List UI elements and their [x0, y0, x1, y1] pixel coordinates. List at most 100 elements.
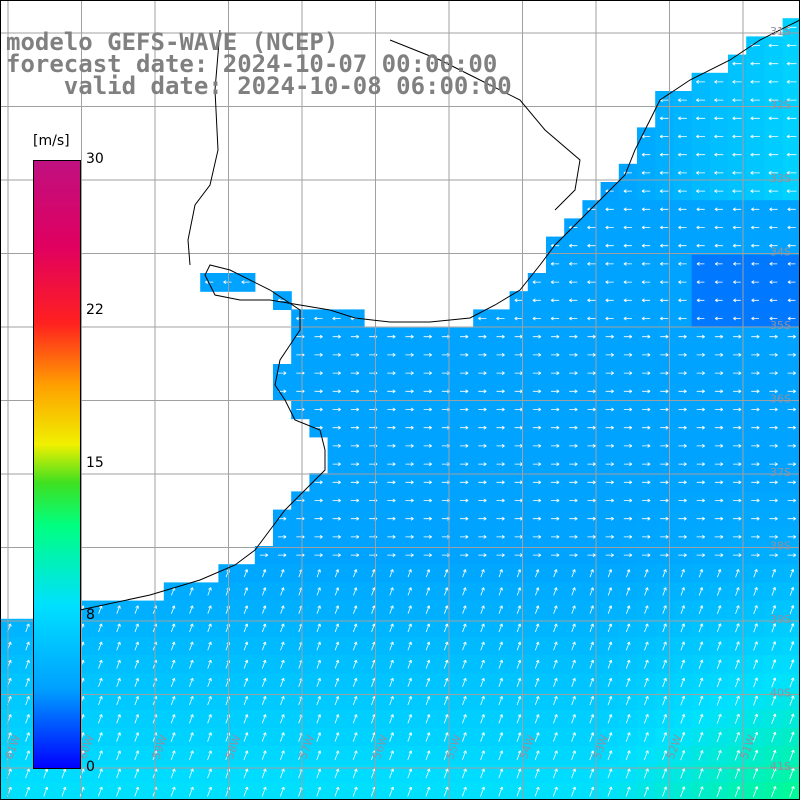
wind-arrow	[423, 334, 432, 339]
wind-arrow	[389, 750, 394, 760]
wind-arrow	[677, 98, 687, 102]
wind-arrow	[262, 569, 267, 578]
wind-arrow	[642, 425, 651, 430]
wind-arrow	[243, 623, 249, 633]
wind-arrow	[768, 116, 779, 121]
wind-arrow	[753, 695, 759, 706]
wind-arrow	[407, 750, 413, 760]
wind-arrow	[698, 713, 704, 724]
wind-arrow	[516, 605, 522, 614]
wind-arrow	[587, 498, 596, 503]
wind-arrow	[443, 641, 449, 651]
wind-arrow	[587, 298, 596, 303]
wind-arrow	[680, 659, 686, 669]
wind-arrow	[25, 732, 30, 742]
wind-arrow	[769, 298, 778, 303]
wind-arrow	[553, 569, 558, 578]
wind-arrow	[660, 462, 669, 466]
wind-arrow	[25, 696, 30, 706]
colorbar-tick-22: 22	[86, 302, 104, 318]
wind-arrow	[207, 587, 212, 596]
wind-arrow	[189, 714, 194, 724]
wind-arrow	[589, 732, 595, 742]
wind-arrow	[478, 353, 487, 357]
wind-arrow	[769, 316, 778, 321]
wind-arrow	[569, 280, 578, 284]
wind-arrow	[116, 714, 121, 724]
wind-arrow	[623, 262, 632, 266]
wind-arrow	[678, 207, 687, 212]
wind-arrow	[750, 152, 760, 157]
wind-arrow	[696, 498, 705, 503]
wind-arrow	[623, 280, 632, 284]
wind-arrow	[625, 605, 631, 614]
colorbar-tick-15: 15	[86, 455, 104, 471]
wind-arrow	[769, 225, 778, 230]
title-forecast-date: forecast date: 2024-10-07 00:00:00	[6, 50, 498, 78]
wind-arrow	[532, 462, 542, 466]
wind-arrow	[460, 462, 469, 466]
wind-arrow	[662, 659, 667, 669]
wind-arrow	[389, 587, 394, 596]
wind-arrow	[696, 207, 705, 212]
wind-arrow	[98, 677, 103, 687]
wind-arrow	[405, 553, 414, 557]
wind-arrow	[425, 696, 431, 706]
wind-arrow	[678, 353, 687, 357]
wind-arrow	[478, 389, 487, 394]
wind-arrow	[188, 786, 194, 797]
wind-arrow	[478, 425, 487, 430]
wind-arrow	[605, 535, 614, 539]
wind-arrow	[678, 225, 687, 230]
wind-arrow	[61, 768, 67, 779]
wind-arrow	[643, 768, 649, 779]
wind-arrow	[678, 389, 687, 394]
wind-arrow	[714, 225, 723, 230]
wind-arrow	[207, 659, 212, 669]
wind-arrow	[589, 659, 595, 669]
wind-arrow	[605, 553, 614, 557]
wind-arrow	[243, 569, 249, 578]
wind-arrow	[551, 425, 560, 430]
wind-arrow	[532, 298, 541, 303]
wind-arrow	[589, 786, 595, 797]
wind-arrow	[496, 553, 505, 557]
wind-arrow	[534, 696, 540, 706]
wind-arrow	[461, 768, 467, 779]
wind-arrow	[642, 334, 651, 339]
wind-arrow	[423, 353, 432, 357]
wind-arrow	[387, 371, 396, 375]
wind-arrow	[280, 641, 285, 651]
wind-arrow	[607, 768, 613, 779]
wind-arrow	[698, 569, 704, 578]
wind-arrow	[659, 171, 669, 175]
wind-arrow	[625, 786, 631, 797]
wind-arrow	[332, 516, 341, 521]
wind-arrow	[352, 623, 358, 633]
wind-arrow	[98, 696, 103, 706]
wind-arrow	[659, 116, 669, 121]
wind-arrow	[332, 353, 341, 357]
wind-arrow	[789, 605, 795, 615]
wind-arrow	[551, 498, 560, 503]
wind-arrow	[607, 641, 613, 651]
wind-arrow	[316, 714, 322, 724]
wind-arrow	[97, 768, 103, 779]
wind-arrow	[677, 152, 687, 157]
wind-arrow	[223, 280, 232, 284]
wind-arrow	[751, 516, 760, 521]
wind-arrow	[423, 553, 432, 557]
wind-arrow	[623, 535, 633, 539]
wind-arrow	[623, 316, 632, 321]
wind-arrow	[551, 389, 560, 394]
wind-arrow	[641, 262, 651, 266]
wind-arrow	[134, 714, 140, 724]
wind-arrow	[769, 353, 778, 357]
wind-arrow	[516, 569, 522, 578]
wind-arrow	[571, 732, 576, 742]
wind-arrow	[662, 732, 668, 742]
wind-arrow	[387, 334, 396, 339]
wind-arrow	[680, 768, 686, 779]
wind-arrow	[425, 605, 431, 614]
wind-arrow	[389, 641, 394, 651]
